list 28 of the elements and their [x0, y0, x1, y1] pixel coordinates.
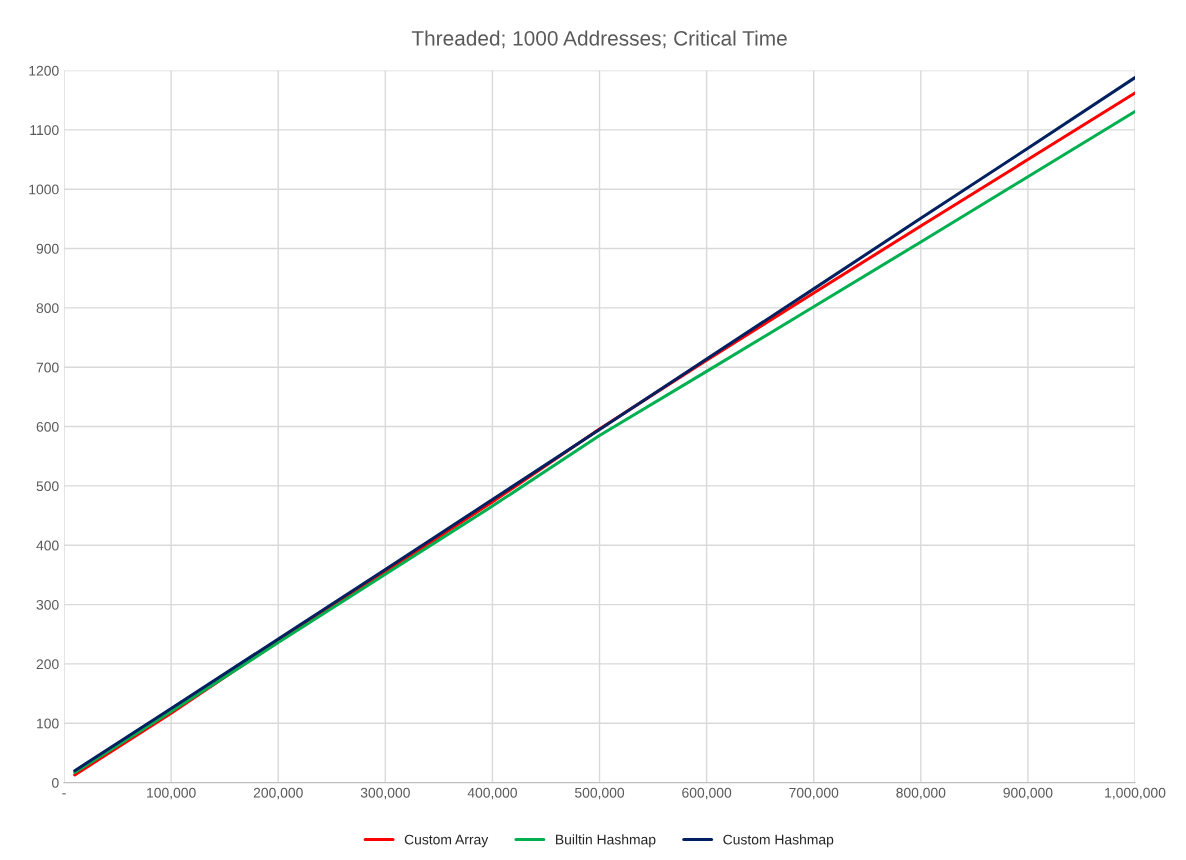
legend-label: Custom Hashmap	[723, 834, 834, 848]
y-tick-label: 900	[36, 243, 59, 254]
x-tick-label: 900,000	[1003, 787, 1053, 800]
x-tick-label: -	[62, 793, 66, 795]
x-tick-label: 600,000	[682, 787, 732, 800]
legend-label: Custom Array	[404, 834, 489, 848]
x-tick-label: 400,000	[467, 787, 517, 800]
y-tick-label: 0	[52, 777, 59, 788]
x-tick-label: 200,000	[253, 787, 303, 800]
y-tick-label: 800	[36, 303, 59, 314]
y-tick-label: 1200	[29, 65, 59, 76]
y-tick-label: 300	[36, 599, 59, 610]
y-tick-label: 200	[36, 659, 59, 670]
chart-title: Threaded; 1000 Addresses; Critical Time	[411, 30, 787, 49]
y-tick-label: 600	[36, 421, 59, 432]
y-tick-label: 1000	[29, 184, 59, 195]
x-tick-label: 500,000	[574, 787, 625, 800]
y-tick-label: 700	[36, 362, 59, 373]
x-tick-label: 100,000	[147, 787, 196, 800]
y-tick-label: 500	[36, 481, 59, 492]
y-tick-label: 1100	[30, 125, 59, 136]
x-tick-label: 1,000,000	[1105, 787, 1166, 800]
x-tick-label: 300,000	[360, 787, 410, 800]
y-tick-label: 400	[36, 540, 59, 551]
x-tick-label: 800,000	[896, 787, 946, 800]
x-tick-label: 700,000	[789, 787, 839, 800]
legend-label: Builtin Hashmap	[556, 834, 656, 848]
y-tick-label: 100	[37, 718, 59, 729]
